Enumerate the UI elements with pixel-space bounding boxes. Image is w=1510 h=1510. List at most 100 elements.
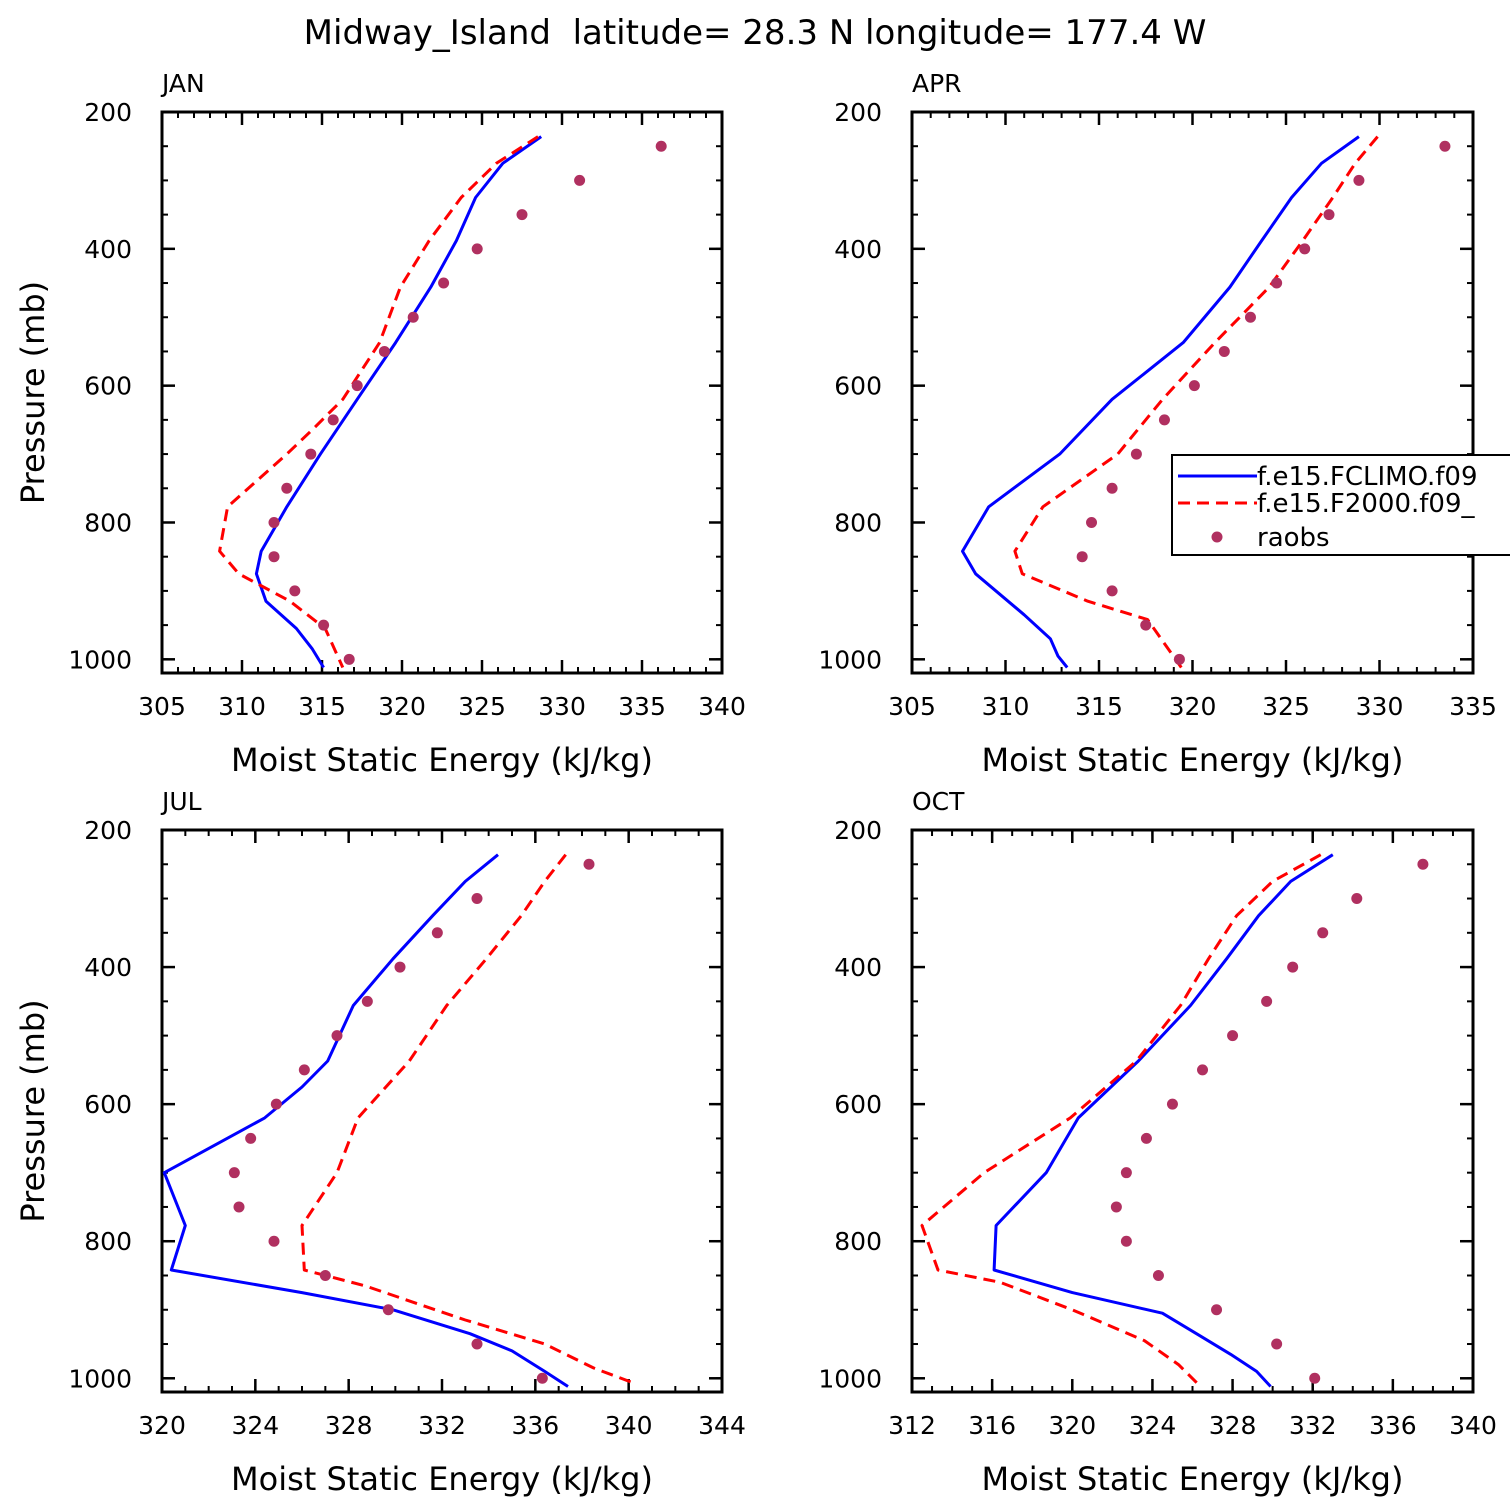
raobs-point — [471, 1338, 483, 1350]
raobs-point — [1076, 551, 1088, 563]
raobs-point — [298, 1064, 310, 1076]
raobs-point — [378, 345, 390, 357]
x-tick-label: 330 — [1356, 692, 1404, 721]
raobs-point — [351, 380, 363, 392]
y-tick-label: 200 — [834, 98, 882, 127]
x-tick-label: 325 — [458, 692, 506, 721]
x-tick-label: 320 — [378, 692, 426, 721]
raobs-point — [1317, 927, 1329, 939]
raobs-point — [327, 414, 339, 426]
raobs-point — [583, 858, 595, 870]
f2000-series-line — [218, 135, 539, 669]
figure-title: Midway_Island latitude= 28.3 N longitude… — [304, 13, 1207, 53]
y-tick-label: 800 — [84, 1227, 132, 1256]
raobs-point — [516, 209, 528, 221]
y-tick-label: 600 — [84, 372, 132, 401]
panel-label: OCT — [912, 787, 965, 816]
raobs-point — [1188, 380, 1200, 392]
y-tick-label: 400 — [84, 953, 132, 982]
raobs-point — [233, 1201, 245, 1213]
raobs-point — [1299, 243, 1311, 255]
raobs-point — [228, 1167, 240, 1179]
raobs-point — [245, 1132, 257, 1144]
y-tick-label: 800 — [84, 508, 132, 537]
panel-label: JUL — [160, 787, 202, 816]
x-tick-label: 335 — [618, 692, 666, 721]
raobs-point — [331, 1030, 343, 1042]
raobs-point — [407, 311, 419, 323]
raobs-point — [1271, 277, 1283, 289]
f2000-series-line — [920, 853, 1322, 1388]
raobs-point — [1120, 1235, 1132, 1247]
panels: 305 310 315 320 325 330 335 340 200 400 600 800 1000… — [14, 69, 1510, 1498]
y-tick-label: 800 — [834, 1227, 882, 1256]
x-tick-label: 340 — [698, 692, 746, 721]
fclimo-series-line — [162, 853, 569, 1388]
raobs-point — [382, 1304, 394, 1316]
raobs-point — [431, 927, 443, 939]
fclimo-series-line — [254, 135, 543, 669]
raobs-point — [319, 1269, 331, 1281]
raobs-point — [1218, 345, 1230, 357]
raobs-point — [1323, 209, 1335, 221]
x-tick-label: 328 — [325, 1411, 373, 1440]
y-tick-label: 1000 — [818, 645, 882, 674]
raobs-point — [655, 140, 667, 152]
fclimo-series-line — [961, 135, 1360, 669]
legend-box — [1171, 454, 1510, 556]
raobs-point — [471, 243, 483, 255]
f2000-series-line — [1013, 135, 1379, 669]
raobs-point — [1351, 893, 1363, 905]
x-tick-label: 332 — [1289, 1411, 1337, 1440]
raobs-point — [1439, 140, 1451, 152]
raobs-point — [305, 448, 317, 460]
y-tick-label: 1000 — [818, 1364, 882, 1393]
x-axis-label: Moist Static Energy (kJ/kg) — [982, 741, 1404, 779]
x-tick-label: 336 — [1369, 1411, 1417, 1440]
raobs-point — [361, 995, 373, 1007]
raobs-point — [268, 1235, 280, 1247]
y-tick-label: 400 — [84, 235, 132, 264]
legend-swatch-marker — [1211, 531, 1223, 543]
panel-label: JAN — [160, 69, 205, 98]
raobs-point — [1158, 414, 1170, 426]
raobs-point — [1271, 1338, 1283, 1350]
raobs-point — [343, 653, 355, 665]
raobs-point — [1173, 653, 1185, 665]
y-tick-label: 200 — [834, 816, 882, 845]
panel-apr: 305 310 315 320 325 330 335 200 400 600 800 1000 APR… — [818, 69, 1496, 779]
x-tick-label: 336 — [511, 1411, 559, 1440]
raobs-point — [1417, 858, 1429, 870]
y-tick-label: 600 — [834, 1090, 882, 1119]
x-tick-label: 310 — [982, 692, 1030, 721]
plot-frame — [910, 110, 1475, 675]
y-tick-label: 400 — [834, 953, 882, 982]
x-tick-label: 324 — [231, 1411, 279, 1440]
raobs-point — [1140, 1132, 1152, 1144]
raobs-point — [270, 1098, 282, 1110]
legend-label: f.e15.F2000.f09_ — [1257, 489, 1475, 519]
raobs-point — [289, 585, 301, 597]
raobs-point — [1130, 448, 1142, 460]
y-tick-label: 600 — [84, 1090, 132, 1119]
raobs-point — [1110, 1201, 1122, 1213]
panel-jan: 305 310 315 320 325 330 335 340 200 400 600 800 1000… — [14, 69, 746, 779]
raobs-point — [471, 893, 483, 905]
raobs-point — [1166, 1098, 1178, 1110]
raobs-point — [1227, 1030, 1239, 1042]
y-axis-label: Pressure (mb) — [14, 281, 52, 504]
x-axis-label: Moist Static Energy (kJ/kg) — [982, 1460, 1404, 1498]
raobs-point — [536, 1372, 548, 1384]
x-axis-label: Moist Static Energy (kJ/kg) — [231, 741, 653, 779]
x-tick-label: 310 — [218, 692, 266, 721]
x-tick-label: 340 — [1449, 1411, 1497, 1440]
x-tick-label: 340 — [605, 1411, 653, 1440]
raobs-point — [1261, 995, 1273, 1007]
x-axis-label: Moist Static Energy (kJ/kg) — [231, 1460, 653, 1498]
plot-frame — [160, 828, 724, 1394]
plot-frame — [910, 828, 1475, 1394]
x-tick-label: 312 — [888, 1411, 936, 1440]
raobs-point — [1353, 174, 1365, 186]
raobs-point — [268, 516, 280, 528]
